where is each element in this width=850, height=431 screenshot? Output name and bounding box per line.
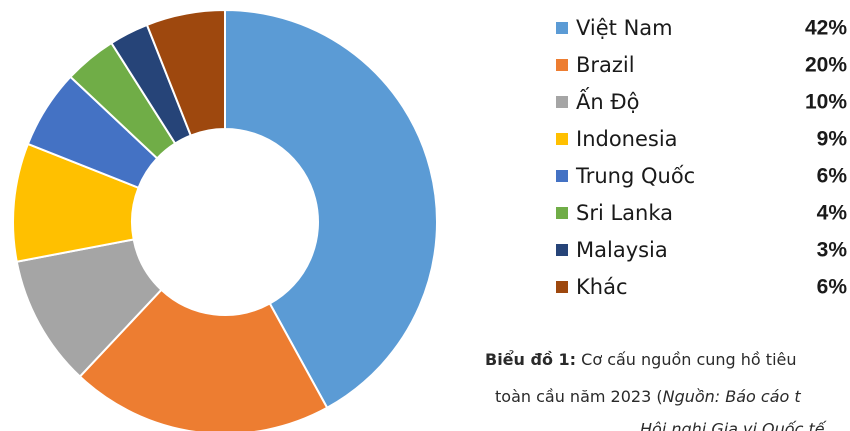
- donut-segment: [224, 8, 438, 410]
- legend-value: 20%: [805, 54, 847, 77]
- caption-source: Nguồn: Báo cáo t: [663, 387, 802, 406]
- legend-label: Trung Quốc: [575, 164, 695, 188]
- legend-swatch: [556, 207, 568, 219]
- legend-value: 9%: [817, 128, 848, 151]
- legend-value: 42%: [805, 17, 847, 40]
- legend-swatch: [556, 281, 568, 293]
- donut-segment: [145, 8, 226, 137]
- caption-label: Biểu đồ 1:: [485, 350, 576, 369]
- caption-text: toàn cầu năm 2023 (: [495, 387, 663, 406]
- caption-text: Cơ cấu nguồn cung hồ tiêu: [581, 350, 796, 369]
- legend-swatch: [556, 22, 568, 34]
- legend-label: Việt Nam: [576, 16, 673, 40]
- legend-label: Brazil: [576, 53, 635, 77]
- legend-value: 3%: [817, 239, 848, 262]
- legend-value: 4%: [817, 202, 848, 225]
- legend-swatch: [556, 59, 568, 71]
- legend-label: Sri Lanka: [576, 201, 673, 225]
- caption-line1: Biểu đồ 1: Cơ cấu nguồn cung hồ tiêu: [485, 350, 797, 369]
- legend-value: 10%: [805, 91, 847, 114]
- legend-label: Ấn Độ: [576, 87, 639, 114]
- donut-segment: [78, 288, 329, 431]
- legend-label: Indonesia: [576, 127, 678, 151]
- legend-value: 6%: [817, 276, 848, 299]
- legend-value: 6%: [817, 165, 848, 188]
- legend-swatch: [556, 244, 568, 256]
- legend-label: Malaysia: [576, 238, 668, 262]
- legend-swatch: [556, 96, 568, 108]
- legend-swatch: [556, 133, 568, 145]
- caption-line2: toàn cầu năm 2023 (Nguồn: Báo cáo t: [495, 387, 801, 406]
- legend-label: Khác: [576, 275, 628, 299]
- caption-line3: Hội nghị Gia vị Quốc tế: [640, 420, 827, 431]
- legend-swatch: [556, 170, 568, 182]
